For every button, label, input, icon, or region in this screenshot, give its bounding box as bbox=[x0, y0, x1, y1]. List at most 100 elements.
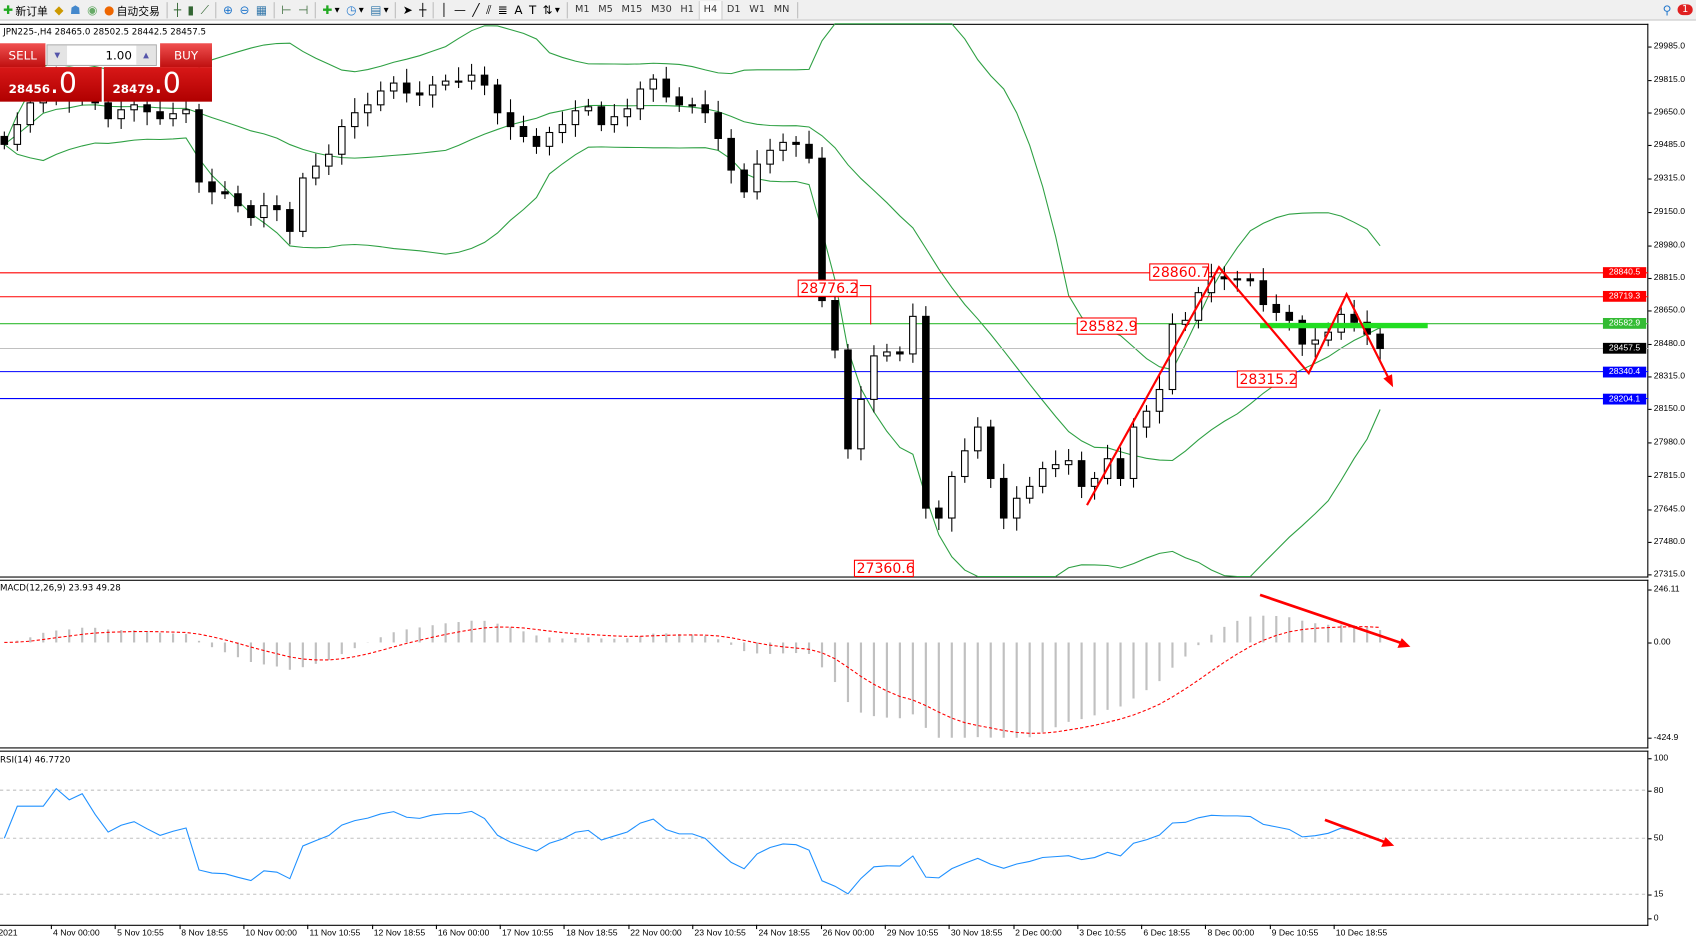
timeframe-w1[interactable]: W1 bbox=[749, 4, 766, 16]
arrows-icon: ⇅ bbox=[542, 2, 553, 17]
fibonacci-icon: ≣ bbox=[497, 2, 508, 17]
chart-shift-button[interactable]: ⊣ bbox=[295, 1, 312, 19]
candle-body bbox=[13, 124, 22, 145]
channel-button[interactable]: ⫽ bbox=[483, 1, 495, 19]
lot-decrease-button[interactable]: ▼ bbox=[47, 45, 68, 65]
macd-panel[interactable] bbox=[0, 579, 1649, 749]
divider bbox=[395, 1, 397, 18]
rsi-tick: 80 bbox=[1648, 784, 1664, 795]
tile-windows-button[interactable]: ▦ bbox=[253, 1, 271, 19]
candle-body bbox=[1038, 468, 1047, 487]
zoom-in-button[interactable]: ⊕ bbox=[220, 1, 236, 19]
horizontal-line-button[interactable]: — bbox=[451, 1, 469, 19]
bar-chart-button[interactable]: ┼ bbox=[171, 1, 185, 19]
auto-trading-button[interactable]: ● 自动交易 bbox=[104, 2, 160, 18]
terminal-button[interactable]: ☗ bbox=[67, 1, 84, 19]
time-tick: 10 Dec 18:55 bbox=[1333, 924, 1388, 938]
line-chart-button[interactable]: ⟋ bbox=[197, 1, 212, 19]
price-tick: 29985.0 bbox=[1648, 41, 1686, 51]
timeframe-m1[interactable]: M1 bbox=[575, 4, 590, 16]
timeframe-d1[interactable]: D1 bbox=[726, 4, 741, 16]
time-tick: 17 Nov 10:55 bbox=[499, 924, 554, 938]
candle-body bbox=[467, 74, 476, 82]
main-chart[interactable] bbox=[0, 23, 1649, 578]
crosshair-button[interactable]: ┼ bbox=[416, 1, 430, 19]
buy-price[interactable]: 28479.0 bbox=[103, 67, 212, 102]
channel-icon: ⫽ bbox=[486, 2, 492, 17]
signals-button[interactable]: ◉ bbox=[84, 1, 101, 19]
notifications-button[interactable]: 1 bbox=[1675, 1, 1696, 19]
sell-button[interactable]: SELL bbox=[0, 43, 46, 68]
trendline-button[interactable]: ╱ bbox=[469, 1, 483, 19]
price-level-label: 28340.4 bbox=[1602, 366, 1647, 378]
annotation-label: 28860.7 bbox=[1152, 265, 1210, 281]
candle-body bbox=[337, 126, 346, 155]
rsi-arrow-annotation bbox=[1324, 818, 1390, 845]
zoom-out-button[interactable]: ⊖ bbox=[236, 1, 252, 19]
timeframe-h4[interactable]: H4 bbox=[698, 0, 723, 19]
divider bbox=[166, 1, 168, 18]
dropdown-arrow-icon: ▼ bbox=[334, 5, 340, 14]
lot-increase-button[interactable]: ▲ bbox=[136, 45, 156, 65]
candle-body bbox=[571, 110, 580, 126]
wave-annotation bbox=[1086, 265, 1391, 506]
candle-body bbox=[766, 149, 774, 165]
rsi-tick: 100 bbox=[1648, 752, 1669, 763]
diamond-icon: ◆ bbox=[54, 2, 64, 17]
text-button[interactable]: A bbox=[511, 1, 526, 19]
divider bbox=[566, 1, 568, 18]
notification-badge: 1 bbox=[1677, 4, 1693, 16]
divider bbox=[273, 1, 275, 18]
arrowhead-icon bbox=[1381, 837, 1395, 847]
candle-body bbox=[896, 351, 904, 355]
vertical-line-button[interactable]: │ bbox=[437, 1, 451, 19]
candle-body bbox=[117, 109, 125, 120]
bollinger-band-upper bbox=[3, 23, 1381, 371]
candle-body bbox=[480, 74, 489, 86]
timeframe-m5[interactable]: M5 bbox=[598, 4, 613, 16]
price-tick: 29150.0 bbox=[1648, 206, 1686, 216]
timeframe-m15[interactable]: M15 bbox=[621, 4, 643, 16]
candle-body bbox=[454, 80, 463, 83]
market-watch-button[interactable]: ◆ bbox=[51, 1, 67, 19]
candle-body bbox=[532, 135, 541, 147]
candle-body bbox=[0, 135, 9, 145]
candlestick-button[interactable]: ▮ bbox=[184, 1, 197, 19]
candle-body bbox=[1350, 313, 1358, 323]
text-label-button[interactable]: T bbox=[526, 1, 540, 19]
price-level-label: 28840.5 bbox=[1602, 267, 1647, 279]
time-tick: 29 Nov 10:55 bbox=[884, 924, 939, 938]
candle-body bbox=[402, 82, 411, 94]
timeframe-h1[interactable]: H1 bbox=[680, 4, 694, 16]
candle-body bbox=[999, 477, 1008, 519]
time-tick: 18 Nov 18:55 bbox=[563, 924, 618, 938]
time-tick: Nov 2021 bbox=[0, 928, 18, 938]
buy-button[interactable]: BUY bbox=[160, 43, 212, 68]
timeframe-m30[interactable]: M30 bbox=[650, 4, 672, 16]
sell-price[interactable]: 28456.0 bbox=[0, 67, 102, 102]
new-order-button[interactable]: ✚ 新订单 bbox=[3, 2, 48, 18]
cursor-button[interactable]: ➤ bbox=[399, 1, 415, 19]
macd-tick: 246.11 bbox=[1648, 584, 1680, 594]
search-button[interactable]: ⚲ bbox=[1659, 1, 1674, 19]
auto-scroll-button[interactable]: ⊢ bbox=[278, 1, 295, 19]
price-tick: 27315.0 bbox=[1648, 568, 1686, 579]
periods-button[interactable]: ◷ ▼ bbox=[343, 1, 367, 19]
rsi-label: RSI(14) 46.7720 bbox=[0, 754, 71, 765]
lot-size-input[interactable]: ▼ 1.00 ▲ bbox=[46, 44, 157, 66]
candle-body bbox=[753, 163, 761, 193]
annotation-box bbox=[1236, 370, 1297, 388]
candle-body bbox=[1012, 497, 1021, 519]
templates-button[interactable]: ▤ ▼ bbox=[367, 1, 392, 19]
candle-body bbox=[247, 205, 255, 219]
timeframe-mn[interactable]: MN bbox=[773, 4, 790, 16]
indicators-button[interactable]: ✚ ▼ bbox=[319, 1, 343, 19]
price-tick: 27980.0 bbox=[1648, 437, 1686, 448]
candle-body bbox=[714, 112, 722, 139]
time-tick: 2 Dec 00:00 bbox=[1012, 924, 1062, 938]
fibonacci-button[interactable]: ≣ bbox=[495, 1, 511, 19]
arrows-button[interactable]: ⇅ ▼ bbox=[539, 1, 563, 19]
candle-body bbox=[922, 315, 930, 509]
rsi-panel[interactable] bbox=[0, 750, 1649, 926]
